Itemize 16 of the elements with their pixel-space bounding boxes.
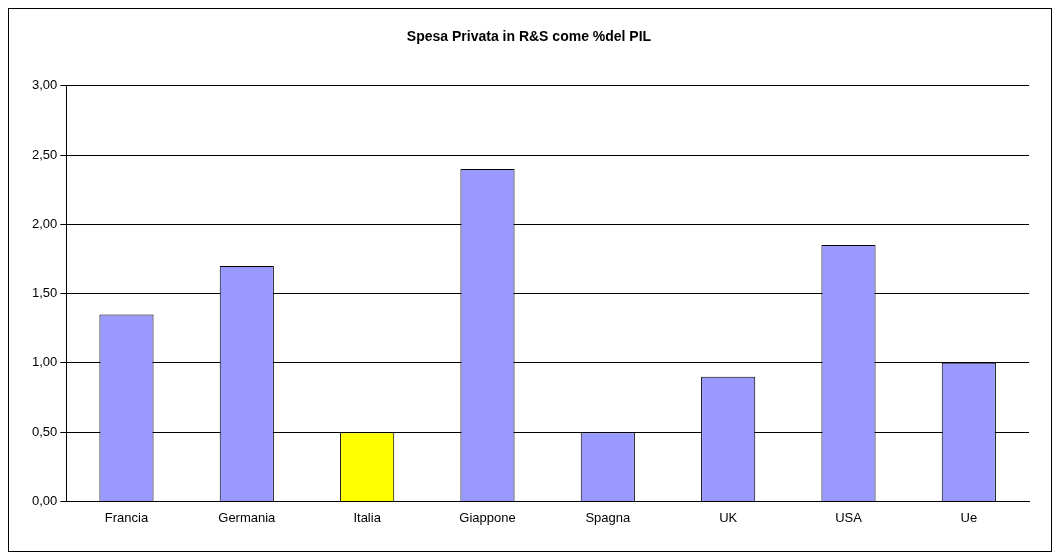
x-tick-label: Ue xyxy=(960,509,978,525)
x-tick-label: Spagna xyxy=(585,509,631,525)
y-tick-label: 1,50 xyxy=(31,285,58,301)
y-tick-label: 2,50 xyxy=(31,146,58,162)
y-tick-label: 3,00 xyxy=(31,77,58,93)
y-tick-label: 0,50 xyxy=(31,423,58,439)
x-tick-label: Giappone xyxy=(459,509,516,525)
x-tick-label: UK xyxy=(719,509,738,525)
y-tick-label: 1,00 xyxy=(31,354,58,370)
chart-title: Spesa Privata in R&S come %del PIL xyxy=(406,28,652,45)
y-tick-label: 0,00 xyxy=(31,492,58,508)
y-tick-label: 2,00 xyxy=(31,215,58,231)
x-tick-label: Italia xyxy=(353,509,382,525)
x-tick-label: USA xyxy=(835,509,863,525)
x-tick-label: Germania xyxy=(218,509,277,525)
x-tick-label: Francia xyxy=(104,509,149,525)
